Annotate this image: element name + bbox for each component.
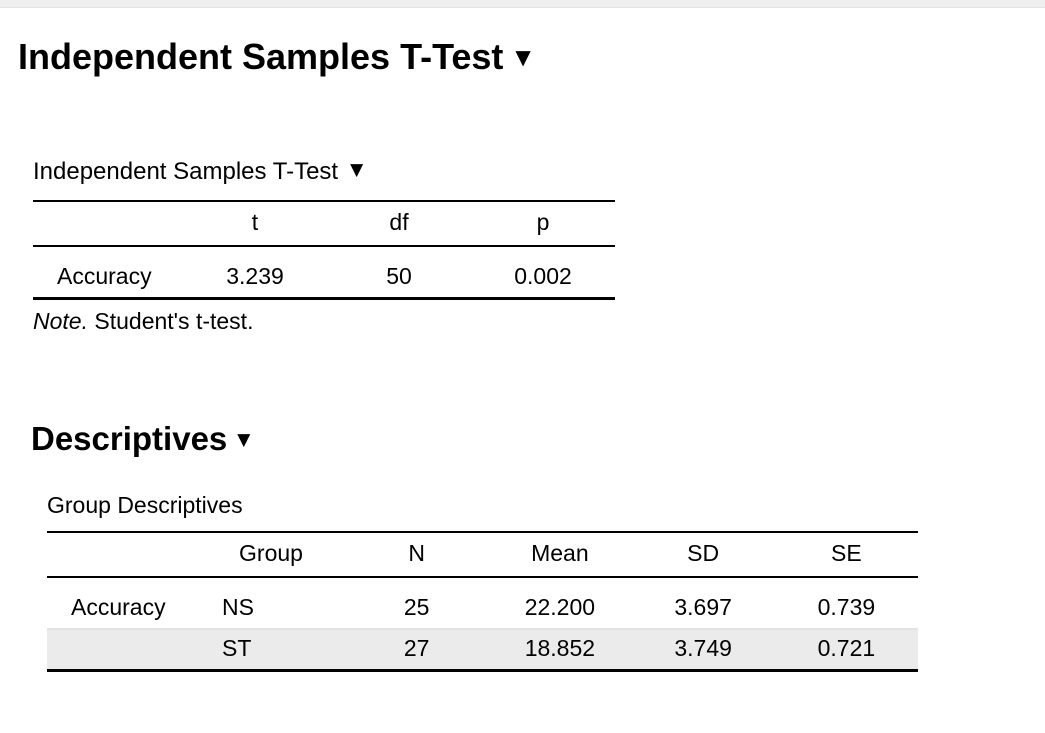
column-header-df: df: [327, 201, 471, 247]
group-descriptives-table: Group N Mean SD SE Accuracy NS 25 22.200…: [47, 531, 918, 672]
window-top-bar: [0, 0, 1045, 8]
ttest-section: Independent Samples T-Test ▼ t df p Accur…: [0, 156, 1045, 336]
analysis-title-header[interactable]: Independent Samples T-Test ▼: [18, 34, 1045, 80]
ttest-header-row: t df p: [33, 201, 615, 247]
ttest-table: t df p Accuracy 3.239 50 0.002: [33, 200, 615, 300]
cell-sd: 3.697: [631, 577, 775, 630]
cell-group: NS: [197, 577, 345, 630]
descriptives-section: Descriptives ▼ Group Descriptives Group N…: [0, 416, 1045, 672]
table-row: Accuracy 3.239 50 0.002: [33, 246, 615, 300]
cell-p-value: 0.002: [471, 246, 615, 300]
cell-mean: 22.200: [488, 577, 632, 630]
ttest-table-title: Independent Samples T-Test: [33, 158, 339, 185]
cell-n: 27: [345, 629, 489, 672]
note-text: Student's t-test.: [87, 308, 254, 334]
cell-se: 0.721: [774, 629, 918, 672]
collapse-triangle-icon[interactable]: ▼: [515, 45, 531, 69]
collapse-triangle-icon[interactable]: ▼: [237, 430, 251, 450]
collapse-triangle-icon[interactable]: ▼: [350, 160, 364, 180]
column-header-p: p: [471, 201, 615, 247]
column-header-mean: Mean: [488, 532, 632, 578]
column-header-se: SE: [774, 532, 918, 578]
row-label-empty: [47, 629, 197, 672]
cell-sd: 3.749: [631, 629, 775, 672]
table-note: Note. Student's t-test.: [33, 307, 1045, 336]
cell-mean: 18.852: [488, 629, 632, 672]
column-header-sd: SD: [631, 532, 775, 578]
row-label-accuracy: Accuracy: [33, 246, 183, 300]
empty-header-cell: [33, 201, 183, 247]
cell-se: 0.739: [774, 577, 918, 630]
table-row: Accuracy NS 25 22.200 3.697 0.739: [47, 577, 918, 630]
column-header-group: Group: [197, 532, 345, 578]
descriptives-heading[interactable]: Descriptives ▼: [31, 416, 1045, 463]
analysis-title: Independent Samples T-Test: [18, 36, 504, 77]
cell-t-value: 3.239: [183, 246, 327, 300]
cell-n: 25: [345, 577, 489, 630]
descriptives-header-row: Group N Mean SD SE: [47, 532, 918, 578]
column-header-n: N: [345, 532, 489, 578]
empty-header-cell: [47, 532, 197, 578]
descriptives-heading-label: Descriptives: [31, 420, 228, 457]
note-prefix: Note.: [33, 308, 88, 334]
row-label-accuracy: Accuracy: [47, 577, 197, 630]
cell-df-value: 50: [327, 246, 471, 300]
table-row: ST 27 18.852 3.749 0.721: [47, 629, 918, 672]
column-header-t: t: [183, 201, 327, 247]
ttest-table-title-header[interactable]: Independent Samples T-Test ▼: [33, 156, 1045, 186]
cell-group: ST: [197, 629, 345, 672]
group-descriptives-table-title: Group Descriptives: [47, 492, 243, 518]
